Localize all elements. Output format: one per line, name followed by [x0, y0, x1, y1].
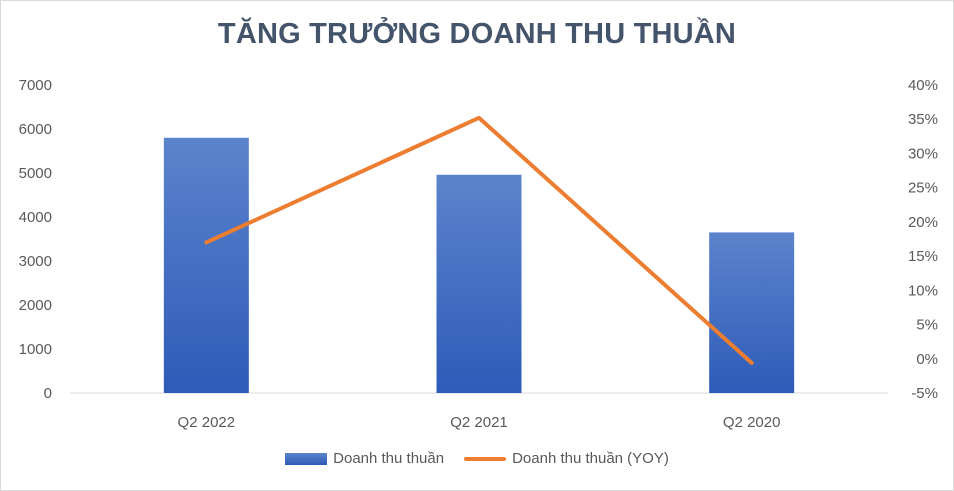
legend-label-yoy: Doanh thu thuần (YOY) [512, 450, 669, 467]
y-right-tick-label: -5% [911, 385, 938, 402]
y-left-tick-label: 2000 [19, 297, 52, 314]
y-left-tick-label: 0 [44, 385, 52, 402]
y-left-tick-label: 4000 [19, 209, 52, 226]
chart-legend: Doanh thu thuần Doanh thu thuần (YOY) [0, 450, 954, 467]
y-right-tick-label: 30% [908, 145, 938, 162]
x-category-label: Q2 2020 [723, 414, 781, 431]
y-left-tick-label: 5000 [19, 165, 52, 182]
bar-revenue [436, 174, 522, 393]
y-left-tick-label: 7000 [19, 77, 52, 94]
legend-item-yoy: Doanh thu thuần (YOY) [464, 450, 669, 467]
x-category-label: Q2 2021 [450, 414, 508, 431]
y-left-tick-label: 6000 [19, 121, 52, 138]
y-right-tick-label: 35% [908, 111, 938, 128]
y-right-tick-label: 10% [908, 282, 938, 299]
legend-item-revenue: Doanh thu thuần [285, 450, 444, 467]
bar-revenue [709, 232, 795, 393]
x-category-label: Q2 2022 [178, 414, 236, 431]
y-right-tick-label: 15% [908, 248, 938, 265]
y-right-tick-label: 20% [908, 214, 938, 231]
chart-title: TĂNG TRƯỞNG DOANH THU THUẦN [217, 18, 737, 50]
legend-label-revenue: Doanh thu thuần [333, 450, 445, 467]
y-right-tick-label: 25% [908, 180, 938, 197]
y-right-tick-label: 0% [916, 351, 938, 368]
bar-revenue [163, 137, 249, 393]
y-left-tick-label: 1000 [19, 341, 52, 358]
y-right-tick-label: 5% [916, 317, 938, 334]
y-left-tick-label: 3000 [19, 253, 52, 270]
y-right-tick-label: 40% [908, 77, 938, 94]
legend-bar-swatch [285, 452, 328, 465]
legend-line-swatch [464, 456, 507, 461]
